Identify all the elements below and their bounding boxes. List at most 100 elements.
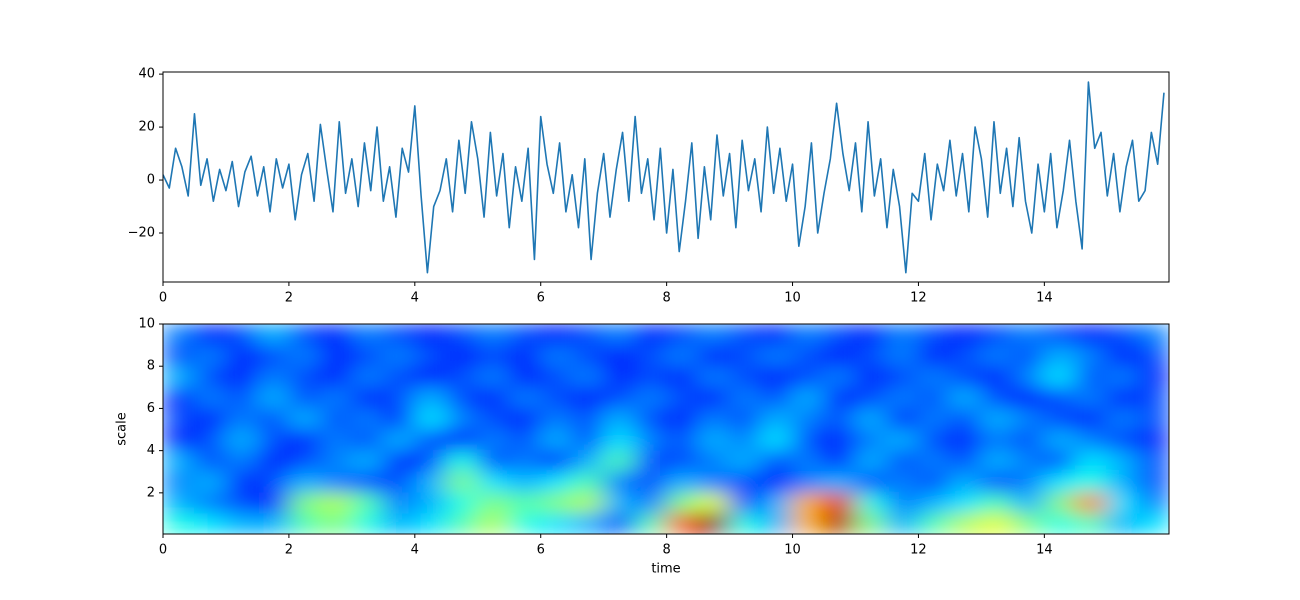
heat-cell	[760, 408, 793, 430]
heat-cell	[540, 429, 573, 451]
heat-cell	[634, 513, 667, 534]
heat-cell	[1011, 492, 1044, 514]
heat-cell	[1074, 429, 1107, 451]
y-tick-label: 4	[147, 443, 155, 458]
heat-cell	[445, 513, 478, 534]
plot-area	[163, 81, 1165, 274]
heat-cell	[823, 345, 856, 367]
y-tick-label: 10	[138, 317, 155, 332]
heat-cell	[288, 408, 321, 430]
heat-cell	[760, 324, 793, 346]
x-tick-label: 2	[285, 543, 293, 558]
heat-cell	[257, 366, 290, 388]
heat-cell	[854, 450, 887, 472]
heat-cell	[917, 429, 950, 451]
heat-cell	[697, 429, 730, 451]
heat-cell	[477, 492, 510, 514]
heat-cell	[948, 513, 981, 534]
heat-cell	[163, 387, 195, 409]
signal-line	[163, 81, 1165, 274]
heat-cell	[1074, 345, 1107, 367]
heat-cell	[1137, 366, 1169, 388]
heat-cell	[1011, 429, 1044, 451]
heat-cell	[414, 387, 447, 409]
heat-cell	[1074, 408, 1107, 430]
heat-cell	[886, 450, 918, 472]
heat-cell	[571, 387, 604, 409]
heat-cell	[1106, 408, 1139, 430]
heat-cell	[728, 471, 761, 493]
heat-cell	[634, 471, 667, 493]
heat-cell	[1043, 324, 1076, 346]
heat-cell	[886, 429, 918, 451]
heat-cell	[697, 513, 730, 534]
heat-cell	[320, 324, 353, 346]
heat-cell	[728, 429, 761, 451]
heat-cell	[791, 513, 824, 534]
heat-cell	[540, 408, 573, 430]
heat-cell	[1106, 324, 1139, 346]
heat-cell	[1106, 345, 1139, 367]
heat-cell	[225, 429, 258, 451]
heat-cell	[603, 345, 636, 367]
heat-cell	[1074, 324, 1107, 346]
heat-cell	[886, 513, 918, 534]
heat-cell	[1137, 345, 1169, 367]
heat-cell	[445, 324, 478, 346]
heat-cell	[1074, 471, 1107, 493]
heat-cell	[257, 429, 290, 451]
heat-cell	[257, 324, 290, 346]
heat-cell	[1106, 366, 1139, 388]
heat-cell	[1137, 471, 1169, 493]
heat-cell	[225, 471, 258, 493]
heat-cell	[540, 450, 573, 472]
heat-cell	[728, 366, 761, 388]
heat-cell	[288, 366, 321, 388]
heat-cell	[540, 345, 573, 367]
heat-cell	[854, 387, 887, 409]
heat-cell	[194, 408, 227, 430]
heat-cell	[1106, 450, 1139, 472]
heat-cell	[383, 324, 415, 346]
heat-cell	[257, 450, 290, 472]
heat-cell	[383, 513, 415, 534]
heat-cell	[980, 408, 1013, 430]
y-tick-label: 0	[147, 173, 155, 188]
heat-cell	[540, 471, 573, 493]
heat-cell	[414, 513, 447, 534]
heat-cell	[917, 513, 950, 534]
heat-cell	[320, 366, 353, 388]
heat-cell	[728, 513, 761, 534]
heat-cell	[760, 513, 793, 534]
heat-cell	[917, 408, 950, 430]
heat-cell	[194, 324, 227, 346]
heat-cell	[634, 387, 667, 409]
heat-cell	[508, 471, 541, 493]
heat-cell	[477, 324, 510, 346]
heat-cell	[540, 387, 573, 409]
heat-cell	[288, 513, 321, 534]
heat-cell	[194, 513, 227, 534]
heat-cell	[288, 492, 321, 514]
heat-cell	[1074, 513, 1107, 534]
x-tick-label: 8	[662, 543, 670, 558]
heat-cell	[823, 387, 856, 409]
heat-cell	[320, 387, 353, 409]
heat-cell	[1043, 450, 1076, 472]
y-tick-label: 2	[147, 485, 155, 500]
x-tick-label: 2	[285, 291, 293, 306]
heat-cell	[634, 429, 667, 451]
heat-cell	[1137, 450, 1169, 472]
heat-cell	[917, 387, 950, 409]
heat-cell	[383, 450, 415, 472]
heat-cell	[1011, 324, 1044, 346]
heat-cell	[634, 324, 667, 346]
heat-cell	[571, 471, 604, 493]
heat-cell	[1043, 366, 1076, 388]
heat-cell	[163, 345, 195, 367]
heat-cell	[666, 429, 698, 451]
heat-cell	[854, 471, 887, 493]
heat-cell	[320, 345, 353, 367]
heat-cell	[728, 492, 761, 514]
heat-cell	[571, 429, 604, 451]
